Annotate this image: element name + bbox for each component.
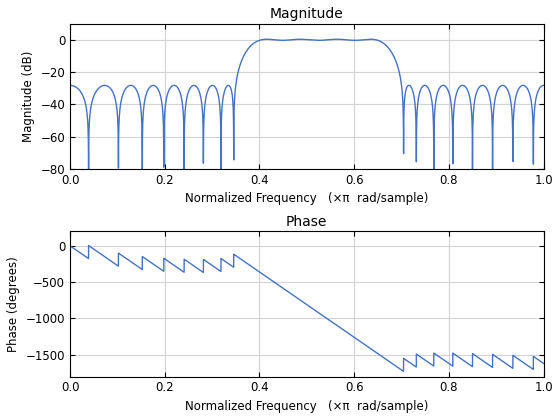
X-axis label: Normalized Frequency   (×π  rad/sample): Normalized Frequency (×π rad/sample) xyxy=(185,400,428,413)
Y-axis label: Magnitude (dB): Magnitude (dB) xyxy=(22,50,35,142)
Title: Phase: Phase xyxy=(286,215,328,229)
Y-axis label: Phase (degrees): Phase (degrees) xyxy=(7,256,20,352)
Title: Magnitude: Magnitude xyxy=(270,7,344,21)
X-axis label: Normalized Frequency   (×π  rad/sample): Normalized Frequency (×π rad/sample) xyxy=(185,192,428,205)
